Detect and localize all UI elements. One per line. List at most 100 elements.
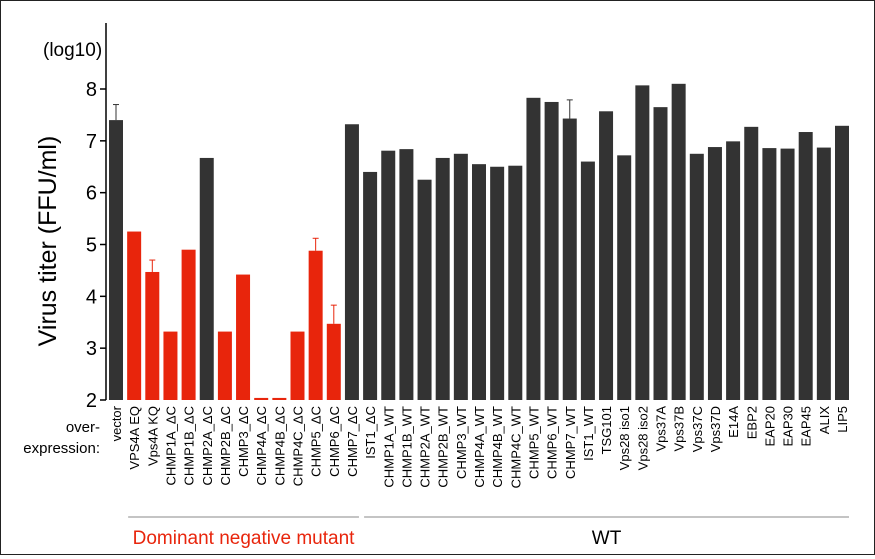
bar [217,331,232,400]
x-tick-label: EBP2 [744,406,759,439]
y-tick-label: 3 [86,338,97,360]
x-tick-label: Vps37C [690,406,705,452]
x-tick-label: Vps37D [708,406,723,452]
bar [562,118,577,401]
bar [254,397,269,400]
bar [816,147,831,400]
bar [381,150,396,400]
x-axis-label-line2: expression: [23,440,100,457]
bar [453,153,468,400]
bar [744,126,759,401]
x-tick-label: E14A [726,406,741,438]
bar [798,132,813,400]
bar [326,323,341,400]
bar [236,274,251,400]
y-tick-label: 8 [86,79,97,101]
bar [308,250,323,400]
x-tick-label: IST1_ΔC [363,406,378,459]
bar [544,101,559,400]
bar [508,165,523,400]
error-bars [113,99,573,324]
x-tick-label: CHMP7_ΔC [345,406,360,477]
bar [653,107,668,401]
y-tick-label: 5 [86,235,97,257]
x-tick-label: Vps28 iso2 [635,406,650,470]
x-tick-label: CHMP2B_WT [436,406,451,488]
bar [599,111,614,400]
x-tick-label: CHMP4A_WT [472,406,487,488]
group-annotations: Dominant negative mutant WT [128,516,849,549]
bar [435,157,450,400]
bar [363,171,378,400]
x-tick-label: CHMP4A_ΔC [254,406,269,485]
x-tick-label: EAP45 [799,406,814,446]
bar [762,148,777,400]
bar [290,331,305,400]
bar [163,331,178,400]
x-tick-labels: vector VPS4A EQ Vps4A KQ CHMP1A_ΔC CHMP1B_ΔC… [109,405,850,488]
bar [472,164,486,400]
bar [780,148,795,400]
bars [109,83,849,401]
x-tick-label: CHMP4C_ΔC [291,406,306,486]
y-tick-label: 7 [86,131,97,153]
bar [272,397,287,400]
bar [490,166,505,400]
y-axis-label: Virus titer (FFU/ml) [34,136,62,347]
x-tick-label: CHMP5_ΔC [309,406,324,477]
x-tick-label: IST1_WT [581,406,596,461]
x-tick-label: Vps37A [654,406,669,452]
bar [617,155,632,400]
bar [399,149,414,400]
bar [344,124,359,400]
group-label: WT [592,528,622,549]
axes: 2 3 4 5 6 7 8 [86,23,107,412]
y-tick-label: 6 [86,183,97,205]
x-tick-label: CHMP2B_ΔC [218,406,233,485]
bar [580,161,595,400]
bar [181,249,196,400]
x-tick-label: CHMP3_ΔC [236,406,251,477]
y-tick-label: 4 [86,286,97,308]
bar [726,141,741,400]
x-tick-label: VPS4A EQ [127,406,142,470]
x-tick-label: CHMP1A_WT [381,406,396,488]
x-tick-label: TSG101 [599,406,614,454]
bar [127,231,142,400]
bar [199,157,214,400]
bar [145,271,160,400]
x-tick-label: Vps37B [672,406,687,452]
bar [707,147,722,400]
x-tick-label: CHMP2A_WT [418,406,433,488]
x-tick-label: EAP20 [762,406,777,446]
bar [689,153,704,400]
bar [526,97,541,400]
x-tick-label: CHMP3_WT [454,406,469,479]
x-tick-label: CHMP2A_ΔC [200,406,215,485]
y-tick-label: 2 [86,390,97,412]
x-tick-label: CHMP4C_WT [508,406,523,488]
x-tick-label: CHMP5_WT [526,406,541,479]
x-tick-label: CHMP6_ΔC [327,406,342,477]
group-label: Dominant negative mutant [133,528,356,549]
x-tick-label: CHMP7_WT [563,406,578,479]
bar [835,125,849,400]
x-axis-label-line1: over- [66,419,100,436]
x-tick-label: Vps4A KQ [145,406,160,466]
x-tick-label: Vps28 iso1 [617,406,632,470]
y-unit-note: (log10) [43,40,102,61]
x-tick-label: CHMP1B_ΔC [182,406,197,485]
x-tick-label: CHMP4B_WT [490,406,505,488]
bar [671,83,686,401]
x-tick-label: CHMP4B_ΔC [272,406,287,485]
x-tick-label: vector [109,405,124,441]
bar [635,85,650,400]
bar [109,120,123,400]
x-tick-label: CHMP1A_ΔC [163,406,178,485]
x-tick-label: CHMP1B_WT [399,406,414,488]
x-tick-label: LIP5 [835,406,850,433]
x-tick-label: CHMP6_WT [545,406,560,479]
bar [417,179,432,400]
